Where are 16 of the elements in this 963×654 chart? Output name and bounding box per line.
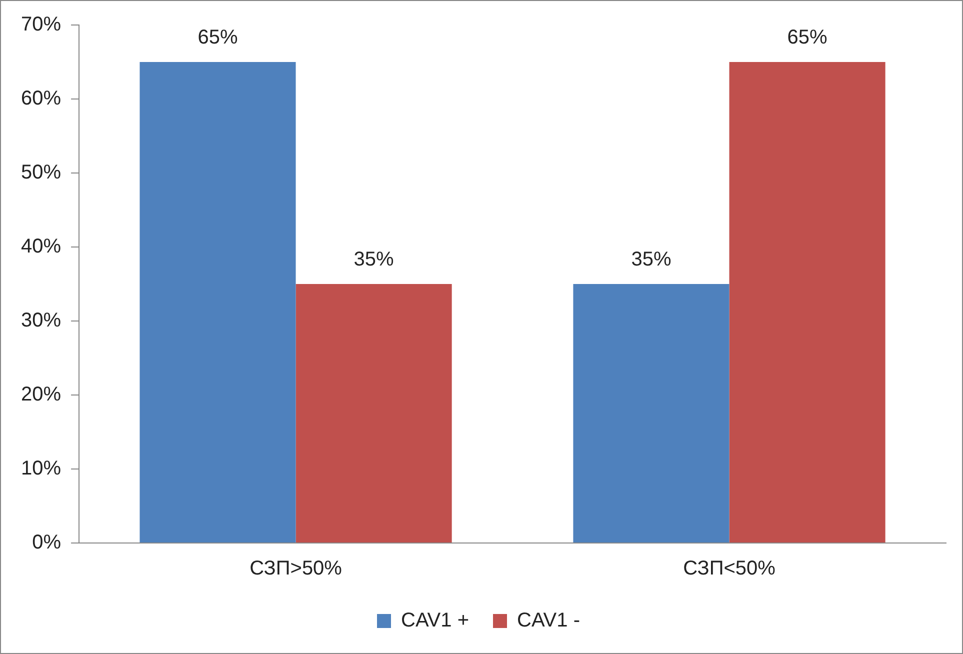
x-tick-label: СЗП<50% xyxy=(683,558,776,580)
data-label: 35% xyxy=(354,248,394,271)
x-tick-label: СЗП>50% xyxy=(250,558,342,580)
data-label: 35% xyxy=(631,248,672,271)
legend-label: CAV1 - xyxy=(517,610,580,632)
legend-label: CAV1 + xyxy=(401,610,470,632)
y-tick-label: 30% xyxy=(21,310,62,332)
data-label: 65% xyxy=(787,26,828,49)
y-tick-label: 20% xyxy=(21,384,62,406)
data-label: 65% xyxy=(198,26,238,49)
y-tick-label: 50% xyxy=(21,162,62,184)
y-tick-label: 60% xyxy=(21,88,62,110)
y-tick-label: 0% xyxy=(32,532,62,554)
y-tick-label: 70% xyxy=(21,14,62,36)
y-tick-label: 40% xyxy=(21,236,62,258)
y-tick-label: 10% xyxy=(21,458,62,480)
